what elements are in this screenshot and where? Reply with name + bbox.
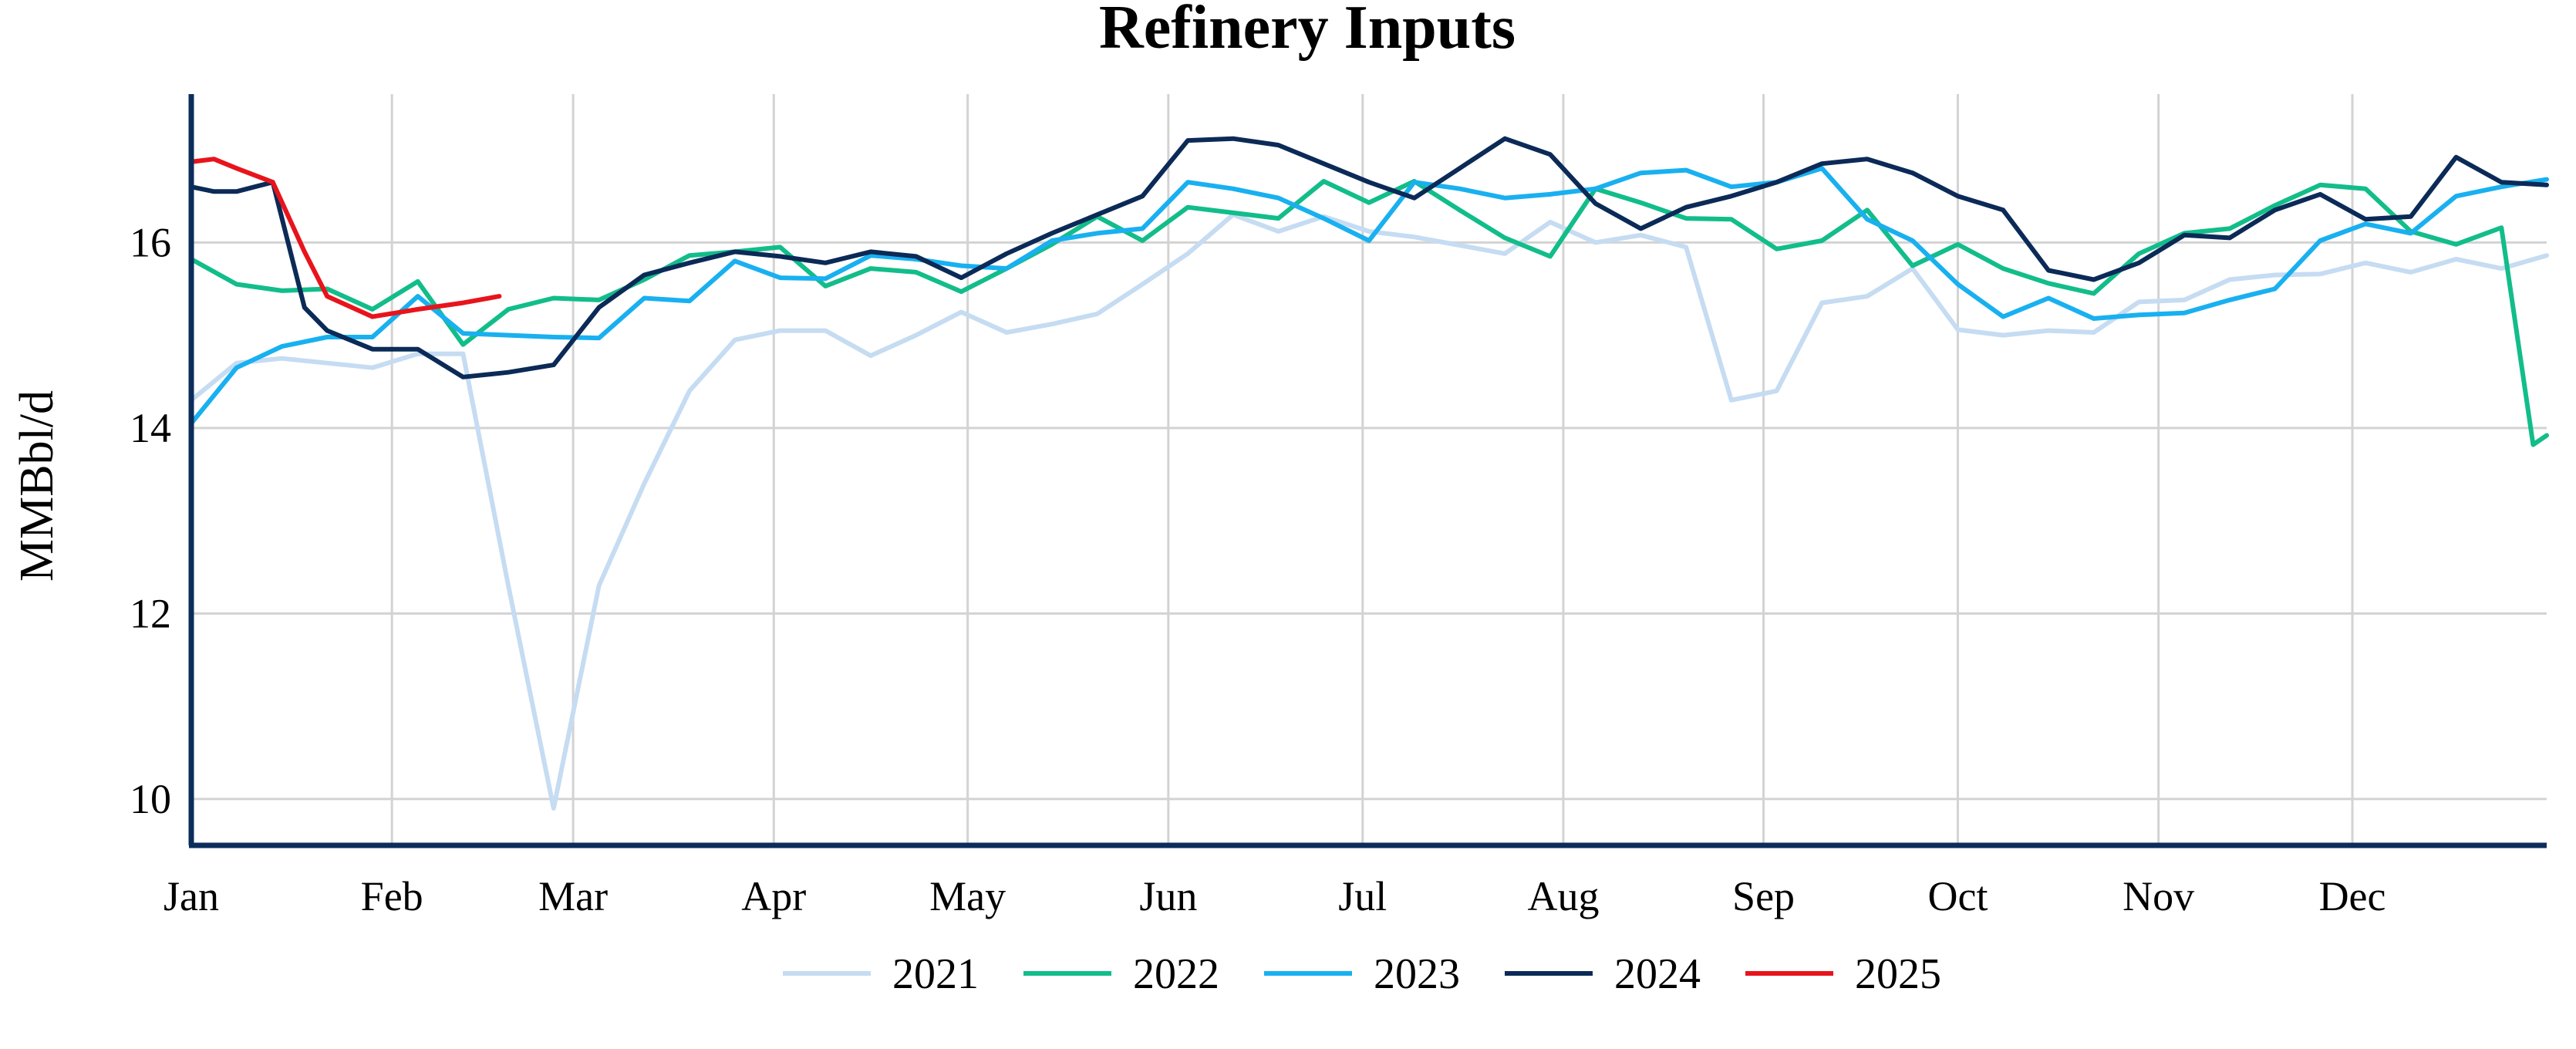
x-tick-label: Mar xyxy=(538,873,608,919)
legend-label-2024: 2024 xyxy=(1614,950,1701,998)
y-axis-label: MMBbl/d xyxy=(11,390,63,582)
series-line-2024 xyxy=(189,136,2549,379)
axes xyxy=(188,94,2547,848)
x-tick-label: Jan xyxy=(164,873,219,919)
series-line-2022 xyxy=(189,179,2549,447)
legend-label-2025: 2025 xyxy=(1855,950,1941,998)
legend-label-2021: 2021 xyxy=(892,950,979,998)
legend-label-2022: 2022 xyxy=(1133,950,1219,998)
x-tick-label: May xyxy=(929,873,1006,919)
series-line-2025 xyxy=(189,157,502,319)
series-line-2021 xyxy=(189,212,2549,811)
series-line-2023 xyxy=(189,166,2549,426)
x-tick-label: Jul xyxy=(1338,873,1387,919)
x-tick-label: Nov xyxy=(2123,873,2194,919)
grid xyxy=(190,94,2547,845)
y-tick-label: 16 xyxy=(130,219,171,265)
x-tick-label: Sep xyxy=(1732,873,1795,919)
x-tick-label: Dec xyxy=(2319,873,2386,919)
legend-label-2023: 2023 xyxy=(1374,950,1460,998)
y-tick-label: 10 xyxy=(130,776,171,822)
x-tick-label: Feb xyxy=(361,873,423,919)
tick-labels: 10 12 14 16 Jan Feb Mar Apr May Jun Jul Aug Sep Oct No… xyxy=(130,219,2386,919)
x-tick-label: Apr xyxy=(741,873,806,919)
series-lines xyxy=(189,136,2549,811)
y-tick-label: 12 xyxy=(130,590,171,636)
x-tick-label: Jun xyxy=(1139,873,1197,919)
y-tick-label: 14 xyxy=(130,405,171,451)
x-tick-label: Oct xyxy=(1928,873,1988,919)
x-tick-label: Aug xyxy=(1527,873,1599,919)
legend: 2021 2022 2023 2024 2025 xyxy=(783,950,1941,998)
chart-title: Refinery Inputs xyxy=(1099,0,1516,62)
